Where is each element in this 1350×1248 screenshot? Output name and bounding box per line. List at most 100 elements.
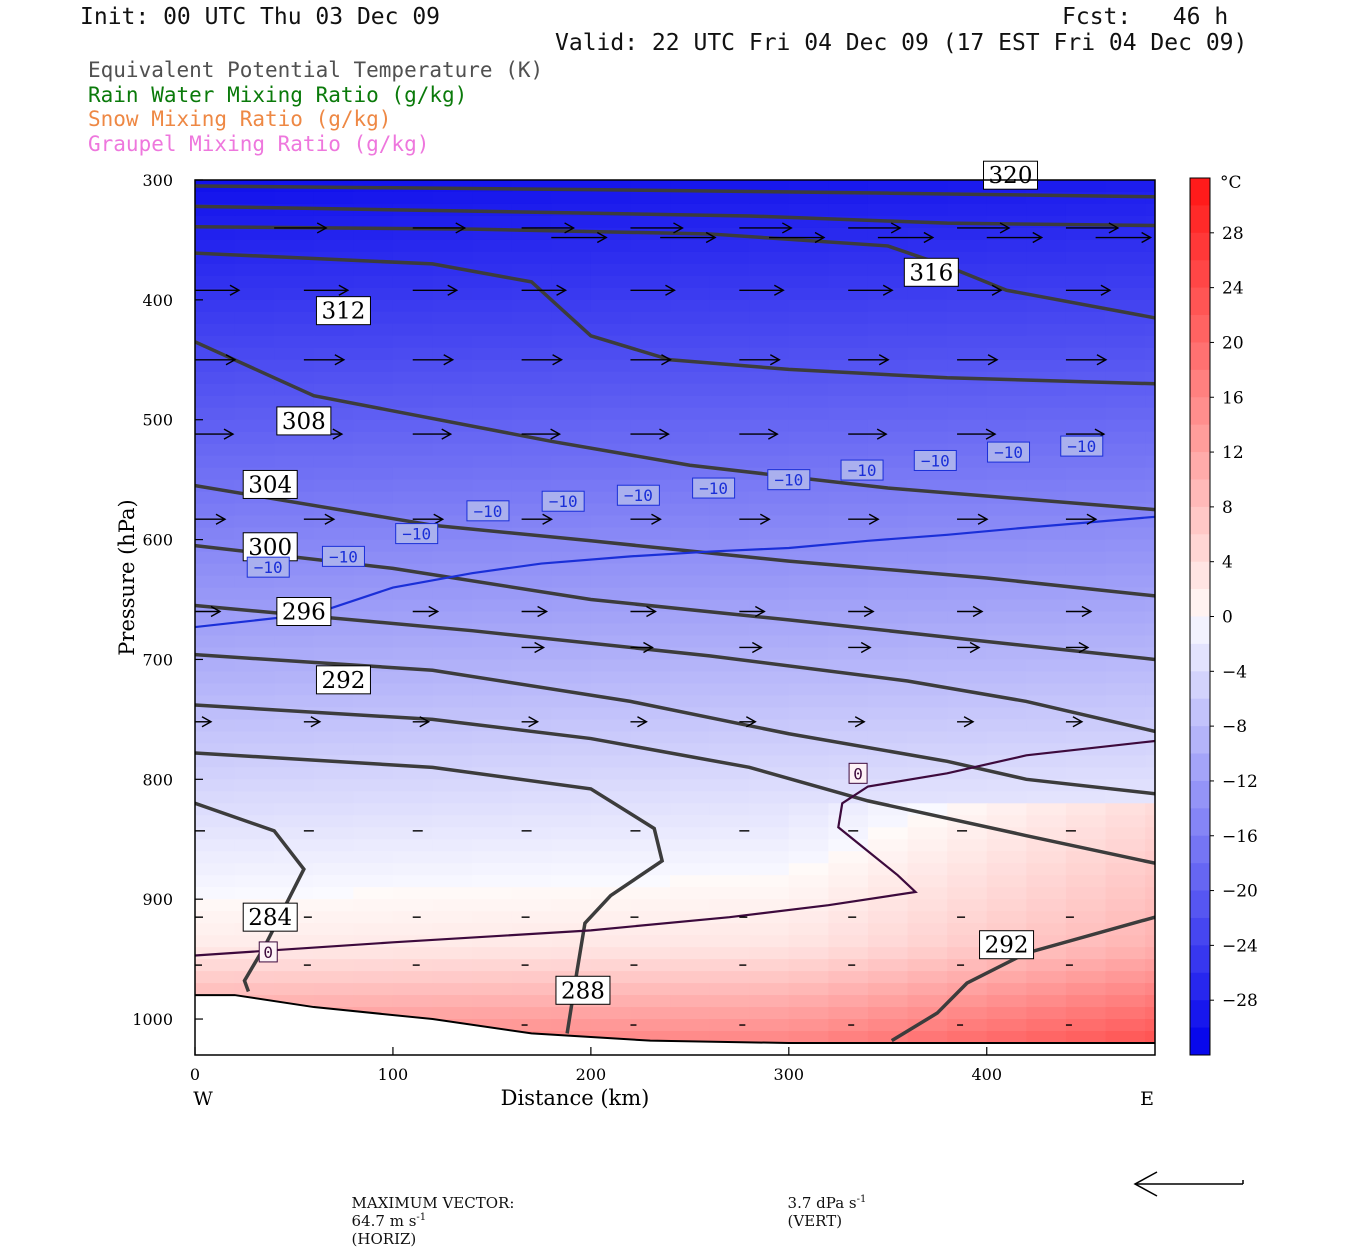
- temperature-fill-cell: [828, 251, 869, 265]
- temperature-fill-cell: [867, 827, 909, 841]
- temperature-fill-cell: [709, 395, 751, 409]
- temperature-fill-cell: [947, 995, 988, 1009]
- temperature-fill-cell: [788, 419, 830, 433]
- temperature-fill-cell: [1026, 911, 1067, 925]
- temperature-fill-cell: [947, 1031, 988, 1045]
- temperature-fill-cell: [590, 359, 632, 373]
- temperature-fill-cell: [353, 851, 394, 865]
- temperature-fill-cell: [1065, 407, 1107, 421]
- temperature-fill-cell: [749, 743, 790, 757]
- temperature-fill-cell: [749, 371, 790, 385]
- temperature-fill-cell: [947, 563, 988, 577]
- temperature-fill-cell: [907, 407, 949, 421]
- temperature-fill-cell: [392, 479, 434, 493]
- colorbar-band: [1190, 178, 1210, 206]
- svg-text:308: 308: [282, 409, 326, 435]
- temperature-fill-cell: [1065, 947, 1107, 961]
- temperature-fill-cell: [867, 575, 909, 589]
- temperature-fill-cell: [472, 647, 513, 661]
- temperature-fill-cell: [986, 551, 1028, 565]
- temperature-fill-cell: [313, 347, 355, 361]
- temperature-fill-cell: [1105, 1007, 1147, 1021]
- temperature-fill-cell: [551, 515, 592, 529]
- temperature-fill-cell: [947, 839, 988, 853]
- temperature-fill-cell: [709, 455, 751, 469]
- colorbar-label: 28: [1222, 224, 1244, 244]
- temperature-fill-cell: [709, 971, 751, 985]
- temperature-fill-cell: [709, 575, 751, 589]
- temperature-fill-cell: [1065, 203, 1107, 217]
- colorbar-band: [1190, 561, 1210, 590]
- temperature-fill-cell: [788, 815, 830, 829]
- temperature-fill-cell: [590, 779, 632, 793]
- temperature-fill-cell: [1026, 959, 1067, 973]
- temperature-fill-cell: [274, 335, 315, 349]
- temperature-fill-cell: [274, 635, 315, 649]
- temperature-fill-cell: [828, 311, 869, 325]
- temperature-fill-cell: [472, 983, 513, 997]
- temperature-fill-cell: [432, 875, 474, 889]
- colorbar-band: [1190, 424, 1210, 453]
- temperature-fill-cell: [630, 1055, 671, 1068]
- temperature-fill-cell: [1026, 587, 1067, 601]
- temperature-fill-cell: [1026, 395, 1067, 409]
- svg-text:0: 0: [263, 943, 273, 962]
- temperature-fill-cell: [1026, 419, 1067, 433]
- temperature-fill-cell: [828, 659, 869, 673]
- temperature-fill-cell: [630, 275, 672, 289]
- temperature-fill-cell: [353, 215, 394, 229]
- temperature-fill-cell: [1145, 1007, 1155, 1021]
- temperature-fill-cell: [1105, 671, 1147, 685]
- svg-text:−10: −10: [473, 502, 502, 521]
- temperature-fill-cell: [630, 395, 672, 409]
- plot-frame: [194, 179, 1156, 1056]
- temperature-fill-cell: [670, 335, 711, 349]
- temperature-fill-cell: [432, 851, 474, 865]
- temperature-fill-cell: [472, 467, 513, 481]
- temperature-fill-cell: [788, 851, 830, 865]
- temperature-fill-cell: [195, 635, 236, 649]
- temperature-fill-cell: [1145, 743, 1155, 757]
- temperature-fill-cell: [630, 755, 672, 769]
- temperature-fill-cell: [867, 359, 909, 373]
- temperature-fill-cell: [828, 923, 869, 937]
- temperature-fill-cell: [670, 1019, 711, 1033]
- temperature-fill-cell: [749, 1031, 790, 1045]
- temperature-fill-cell: [630, 191, 672, 205]
- temperature-fill-cell: [1145, 419, 1155, 433]
- wind-vector: [957, 284, 1003, 296]
- temperature-fill-cell: [551, 827, 592, 841]
- temperature-fill-cell: [749, 1007, 790, 1021]
- temperature-fill-cell: [313, 983, 355, 997]
- temperature-fill-cell: [472, 731, 513, 745]
- colorbar-label: 8: [1222, 498, 1233, 518]
- temperature-fill-cell: [234, 983, 276, 997]
- temperature-fill-cell: [1026, 731, 1067, 745]
- colorbar-band: [1190, 342, 1210, 371]
- temperature-fill-cell: [511, 323, 553, 337]
- temperature-fill-cell: [828, 419, 869, 433]
- temperature-fill-cell: [1065, 251, 1107, 265]
- temperature-fill-cell: [867, 251, 909, 265]
- temperature-fill-cell: [590, 311, 632, 325]
- temperature-fill-cell: [986, 539, 1028, 553]
- temperature-fill-cell: [1145, 671, 1155, 685]
- temperature-fill-cell: [1065, 815, 1107, 829]
- temperature-fill-cell: [986, 851, 1028, 865]
- temperature-fill-cell: [313, 239, 355, 253]
- temperature-fill-cell: [947, 431, 988, 445]
- temperature-fill-cell: [986, 791, 1028, 805]
- temperature-fill-cell: [749, 599, 790, 613]
- temperature-fill-cell: [432, 731, 474, 745]
- temperature-fill-cell: [1026, 1007, 1067, 1021]
- temperature-fill-cell: [590, 251, 632, 265]
- temperature-fill-cell: [788, 923, 830, 937]
- temperature-fill-cell: [828, 803, 869, 817]
- legend-theta-e: Equivalent Potential Temperature (K): [88, 58, 544, 82]
- temperature-fill-cell: [313, 959, 355, 973]
- temperature-fill-cell: [788, 503, 830, 517]
- temperature-fill-cell: [788, 695, 830, 709]
- temperature-fill-cell: [867, 995, 909, 1009]
- colorbar-band: [1190, 369, 1210, 398]
- temperature-fill-cell: [670, 191, 711, 205]
